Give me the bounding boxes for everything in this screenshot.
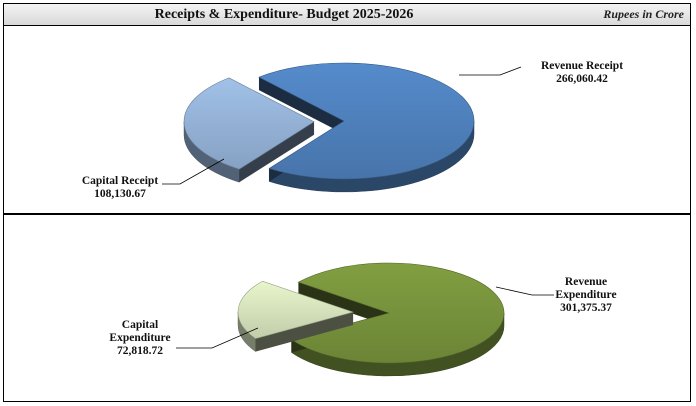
slice-value-label: 301,375.37	[560, 302, 612, 314]
leader-line	[495, 286, 554, 296]
slice-value-label: 266,060.42	[556, 73, 608, 85]
slice-cut-wall	[298, 282, 389, 326]
revenue-slice	[290, 262, 505, 377]
capital-slice	[183, 77, 315, 183]
slice-name-label: Expenditure	[555, 289, 616, 301]
slice-name-label: Revenue Receipt	[541, 60, 623, 72]
slice-name-label: Revenue	[565, 276, 607, 288]
chart-title: Receipts & Expenditure- Budget 2025-2026	[154, 7, 414, 22]
slice-cut-wall	[239, 121, 315, 183]
revenue-slice	[258, 62, 475, 193]
slice-cut-wall	[258, 77, 344, 134]
expenditure-pie-chart: RevenueExpenditure301,375.37CapitalExpen…	[109, 262, 617, 377]
capital-slice	[237, 280, 355, 353]
leader-line	[162, 158, 225, 185]
chart-header: Receipts & Expenditure- Budget 2025-2026…	[4, 4, 690, 26]
leader-line	[459, 66, 522, 76]
receipts-panel: Revenue Receipt 266,060.42 Capital Receipt…	[4, 26, 690, 215]
slice-top-face	[290, 262, 505, 364]
slice-top-face	[237, 280, 355, 339]
slice-name-label: Expenditure	[109, 332, 170, 344]
slice-value-label: 108,130.67	[94, 188, 146, 200]
slice-cut-wall	[255, 312, 354, 352]
budget-chart-frame: Receipts & Expenditure- Budget 2025-2026…	[3, 3, 691, 402]
units-note: Rupees in Crore	[603, 7, 684, 21]
slice-top-face	[258, 62, 475, 180]
slice-name-label: Capital Receipt	[82, 175, 159, 187]
slice-name-label: Capital	[122, 319, 158, 331]
slice-value-label: 72,818.72	[117, 345, 163, 357]
expenditure-panel: Revenue Expenditure 301,375.37 Capital Expen…	[4, 215, 690, 401]
leader-line	[176, 327, 259, 349]
